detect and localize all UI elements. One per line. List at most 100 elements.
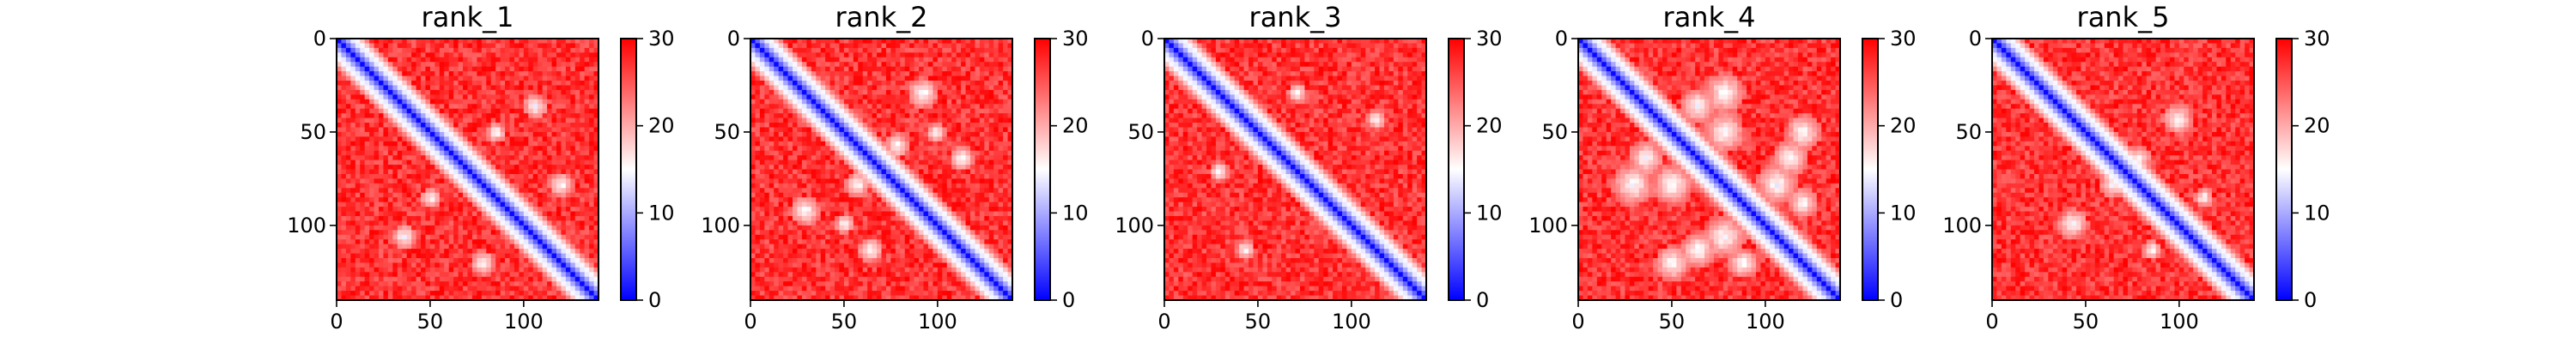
heatmap-cell [881, 127, 887, 133]
heatmap-cell [397, 202, 403, 208]
heatmap-cell [556, 281, 562, 287]
heatmap-cell [547, 267, 552, 273]
heatmap-cell [345, 192, 351, 198]
heatmap-cell [505, 89, 510, 95]
heatmap-cell [364, 141, 370, 147]
heatmap-cell [793, 123, 798, 128]
heatmap-cell [584, 276, 590, 282]
heatmap-cell [811, 136, 817, 142]
heatmap-cell [867, 104, 873, 110]
heatmap-cell [360, 57, 366, 63]
heatmap-cell [839, 173, 845, 179]
heatmap-cell [829, 155, 835, 161]
heatmap-cell [448, 85, 454, 91]
heatmap-cell [858, 81, 864, 86]
heatmap-cell [774, 155, 780, 161]
heatmap-cell [406, 169, 412, 175]
heatmap-cell [406, 150, 412, 156]
heatmap-cell [532, 272, 538, 278]
heatmap-cell [490, 183, 496, 189]
heatmap-cell [574, 169, 580, 175]
heatmap-cell [369, 272, 374, 278]
heatmap-cell [434, 272, 440, 278]
heatmap-cell [769, 150, 775, 156]
heatmap-cell [574, 197, 580, 203]
heatmap-cell [355, 230, 361, 236]
heatmap-cell [927, 71, 933, 76]
heatmap-cell [448, 215, 454, 221]
heatmap-cell [764, 62, 770, 68]
heatmap-cell [547, 104, 552, 110]
heatmap-cell [471, 178, 477, 184]
heatmap-cell [580, 257, 586, 263]
heatmap-cell [872, 108, 878, 114]
heatmap-cell [914, 66, 920, 72]
heatmap-cell [998, 113, 1004, 118]
heatmap-cell [387, 230, 393, 236]
heatmap-cell [411, 127, 416, 133]
heatmap-cell [965, 178, 971, 184]
heatmap-cell [923, 108, 929, 114]
heatmap-cell [584, 244, 590, 250]
heatmap-cell [993, 169, 999, 175]
heatmap-cell [509, 123, 515, 128]
heatmap-cell [835, 94, 840, 100]
heatmap-cell [425, 183, 431, 189]
heatmap-cell [350, 104, 356, 110]
heatmap-cell [369, 188, 374, 194]
heatmap-cell [477, 295, 483, 301]
heatmap-cell [580, 104, 586, 110]
heatmap-cell [946, 127, 952, 133]
heatmap-cell [434, 281, 440, 287]
heatmap-cell [923, 57, 929, 63]
heatmap-cell [538, 113, 544, 118]
heatmap-cell [589, 281, 594, 287]
heatmap-cell [397, 215, 403, 221]
heatmap-cell [453, 220, 459, 226]
heatmap-cell [500, 159, 506, 165]
heatmap-cell [341, 104, 347, 110]
heatmap-cell [453, 71, 459, 76]
heatmap-cell [406, 71, 412, 76]
heatmap-cell [387, 281, 393, 287]
heatmap-cell [345, 89, 351, 95]
heatmap-cell [528, 57, 534, 63]
heatmap-cell [885, 99, 891, 105]
heatmap-cell [369, 52, 374, 58]
heatmap-cell [471, 276, 477, 282]
heatmap-cell [589, 178, 594, 184]
heatmap-cell [528, 249, 534, 254]
heatmap-cell [816, 94, 822, 100]
heatmap-cell [345, 66, 351, 72]
heatmap-cell [820, 131, 826, 137]
heatmap-cell [392, 249, 398, 254]
heatmap-cell [793, 141, 798, 147]
heatmap-cell [927, 57, 933, 63]
heatmap-cell [998, 183, 1004, 189]
heatmap-cell [379, 75, 384, 81]
heatmap-cell [364, 94, 370, 100]
heatmap-cell [448, 239, 454, 245]
heatmap-cell [843, 178, 849, 184]
heatmap-cell [421, 136, 426, 142]
heatmap-cell [797, 127, 803, 133]
heatmap-cell [453, 276, 459, 282]
heatmap-cell [538, 281, 544, 287]
y-tick-label: 50 [300, 120, 326, 144]
heatmap-cell [481, 141, 487, 147]
heatmap-cell [513, 127, 519, 133]
heatmap-cell [759, 173, 765, 179]
heatmap-cell [425, 249, 431, 254]
heatmap-cell [556, 62, 562, 68]
heatmap-cell [355, 272, 361, 278]
heatmap-cell [979, 146, 985, 152]
heatmap-cell [458, 249, 464, 254]
heatmap-cell [495, 75, 501, 81]
heatmap-cell [416, 178, 422, 184]
heatmap-cell [458, 71, 464, 76]
heatmap-cell [434, 230, 440, 236]
heatmap-cell [434, 81, 440, 86]
heatmap-cell [341, 75, 347, 81]
heatmap-cells [337, 39, 599, 301]
heatmap-cell [570, 230, 576, 236]
